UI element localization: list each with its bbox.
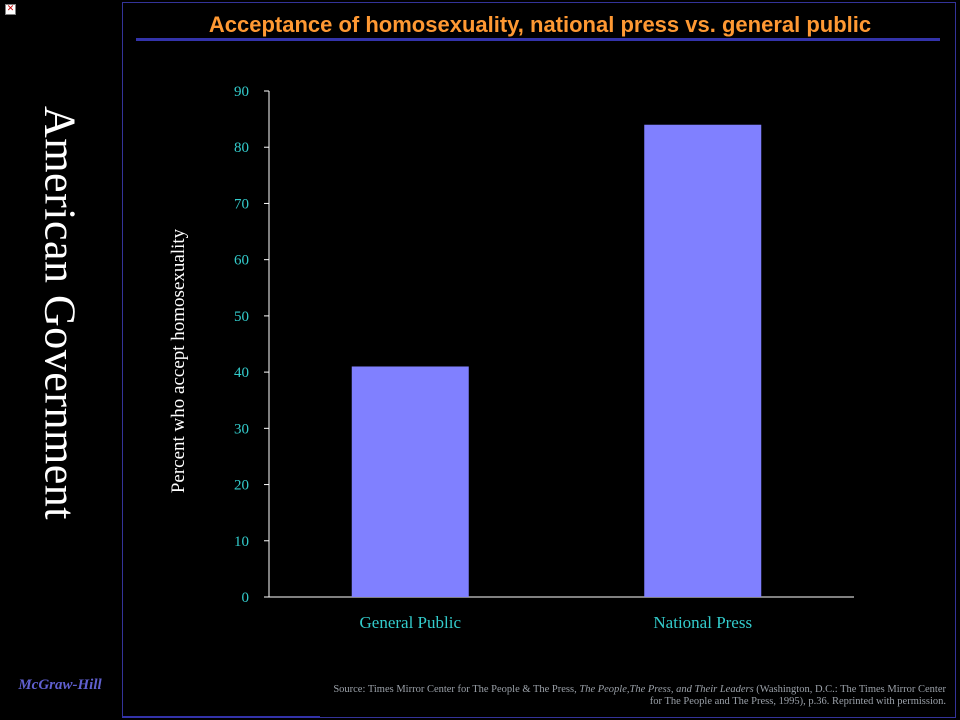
title-underline <box>136 38 940 41</box>
y-tick-label: 80 <box>234 140 249 156</box>
bar <box>351 366 469 597</box>
x-tick-label: National Press <box>653 613 752 632</box>
bar <box>644 124 762 597</box>
publisher-label: McGraw-Hill <box>18 677 102 693</box>
sidebar: ✕ American Government McGraw-Hill <box>0 0 120 720</box>
source-citation: Source: Times Mirror Center for The Peop… <box>330 684 946 718</box>
y-tick-label: 10 <box>234 534 249 550</box>
y-tick-label: 30 <box>234 421 249 437</box>
y-tick-label: 0 <box>242 590 250 606</box>
y-tick-label: 20 <box>234 478 249 494</box>
y-tick-label: 50 <box>234 309 249 325</box>
content-panel <box>122 2 956 718</box>
chart-title: Acceptance of homosexuality, national pr… <box>208 12 872 37</box>
panel-divider <box>122 716 320 718</box>
source-suffix: (Washington, D.C.: The Times Mirror Cent… <box>649 684 946 707</box>
y-tick-label: 40 <box>234 365 249 381</box>
y-axis-label: Percent who accept homosexuality <box>168 228 189 493</box>
y-tick-label: 60 <box>234 253 249 269</box>
source-prefix: Source: Times Mirror Center for The Peop… <box>333 684 580 695</box>
y-tick-label: 90 <box>234 84 249 100</box>
y-tick-label: 70 <box>234 196 249 212</box>
broken-image-icon: ✕ <box>5 4 16 15</box>
x-tick-label: General Public <box>360 613 462 632</box>
source-book-title: The People,The Press, and Their Leaders <box>579 684 754 695</box>
